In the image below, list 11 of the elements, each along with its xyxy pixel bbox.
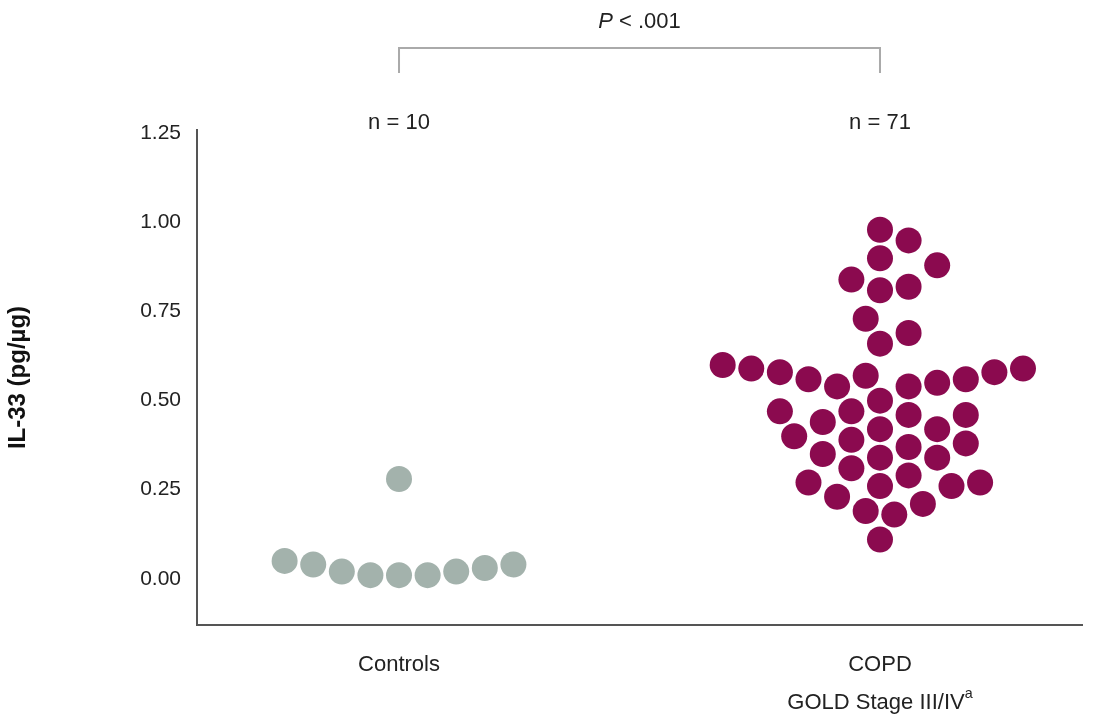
annotation: n = 10 xyxy=(368,109,430,135)
y-tick-label: 1.00 xyxy=(140,209,181,233)
y-tick-label: 1.25 xyxy=(140,120,181,144)
x-tick-label: Controls xyxy=(358,651,440,677)
y-tick-label: 0.00 xyxy=(140,565,181,589)
y-axis-title: IL-33 (pg/µg) xyxy=(3,305,31,450)
y-tick-label: 0.50 xyxy=(140,387,181,411)
y-tick-label: 0.75 xyxy=(140,298,181,322)
y-tick-label: 0.25 xyxy=(140,476,181,500)
text: P < .001 xyxy=(598,8,681,34)
annotation: n = 71 xyxy=(849,109,911,135)
